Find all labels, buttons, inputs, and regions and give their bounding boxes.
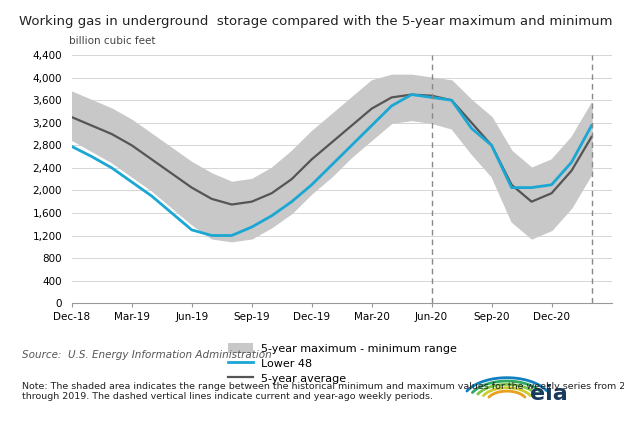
Text: Note: The shaded area indicates the range between the historical minimum and max: Note: The shaded area indicates the rang… — [22, 382, 624, 401]
Text: billion cubic feet: billion cubic feet — [69, 36, 155, 47]
Text: eia: eia — [530, 384, 567, 404]
Text: Working gas in underground  storage compared with the 5-year maximum and minimum: Working gas in underground storage compa… — [19, 15, 612, 28]
Text: Source:  U.S. Energy Information Administration: Source: U.S. Energy Information Administ… — [22, 350, 271, 360]
Legend: 5-year maximum - minimum range, Lower 48, 5-year average: 5-year maximum - minimum range, Lower 48… — [228, 343, 457, 384]
